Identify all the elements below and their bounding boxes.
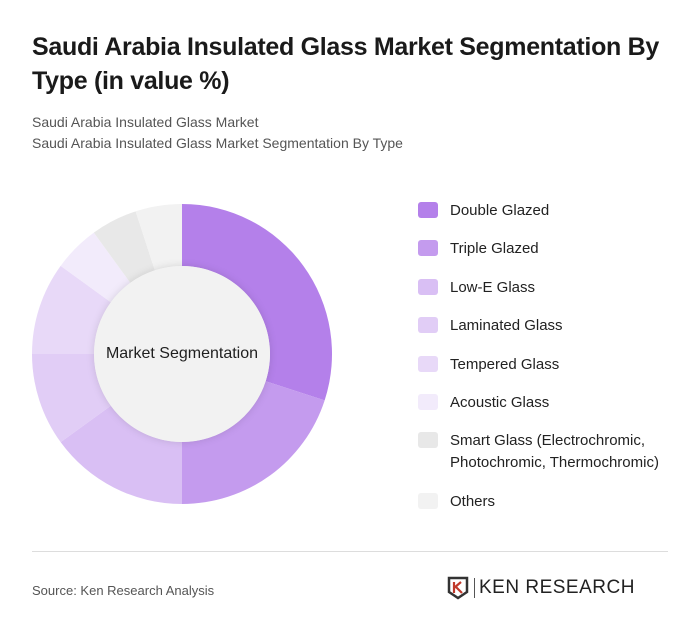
legend-swatch: [418, 394, 438, 410]
source-text: Source: Ken Research Analysis: [32, 583, 215, 598]
legend-item-smart-glass: Smart Glass (Electrochromic, Photochromi…: [418, 430, 678, 474]
legend-swatch: [418, 317, 438, 333]
donut-svg: [32, 204, 332, 504]
chart-title: Saudi Arabia Insulated Glass Market Segm…: [32, 33, 660, 95]
donut-segment: [135, 204, 182, 271]
legend-swatch: [418, 202, 438, 218]
legend-item-acoustic-glass: Acoustic Glass: [418, 392, 549, 414]
legend-item-tempered-glass: Tempered Glass: [418, 354, 559, 376]
legend-swatch: [418, 279, 438, 295]
donut-segment: [32, 265, 111, 354]
footer-divider: [32, 551, 668, 552]
legend-label: Low-E Glass: [450, 279, 536, 296]
donut-hole: [94, 266, 270, 442]
donut-segment: [182, 381, 325, 504]
ken-research-logo-icon: [447, 576, 469, 600]
legend-label: Acoustic Glass: [450, 394, 550, 411]
donut-segment: [60, 405, 182, 504]
donut-segment: [32, 354, 111, 443]
legend-swatch: [418, 432, 438, 448]
logo-text: KEN RESEARCH: [479, 577, 635, 598]
legend-item-double-glazed: Double Glazed: [418, 200, 549, 222]
legend-label: Laminated Glass: [450, 317, 563, 334]
legend-item-others: Others: [418, 491, 495, 513]
logo-separator: [474, 578, 475, 598]
ken-research-logo: KEN RESEARCH: [447, 576, 635, 600]
legend-swatch: [418, 493, 438, 509]
legend-label: Others: [450, 493, 496, 510]
legend-swatch: [418, 356, 438, 372]
legend-label: Double Glazed: [450, 202, 550, 219]
legend-item-triple-glazed: Triple Glazed: [418, 238, 539, 260]
subtitle-market: Saudi Arabia Insulated Glass Market: [32, 114, 259, 130]
donut-segment: [60, 232, 131, 303]
center-label: Market Segmentation: [105, 345, 259, 362]
donut-segment: [182, 204, 332, 401]
legend-label: Triple Glazed: [450, 240, 539, 257]
legend-item-low-e-glass: Low-E Glass: [418, 277, 535, 299]
subtitle-segmentation: Saudi Arabia Insulated Glass Market Segm…: [32, 135, 403, 151]
legend-item-laminated-glass: Laminated Glass: [418, 315, 563, 337]
donut-segment: [93, 211, 155, 283]
legend-label: Smart Glass (Electrochromic, Photochromi…: [450, 432, 659, 471]
legend-swatch: [418, 240, 438, 256]
legend-label: Tempered Glass: [450, 356, 560, 373]
donut-chart: Market Segmentation: [32, 204, 332, 504]
